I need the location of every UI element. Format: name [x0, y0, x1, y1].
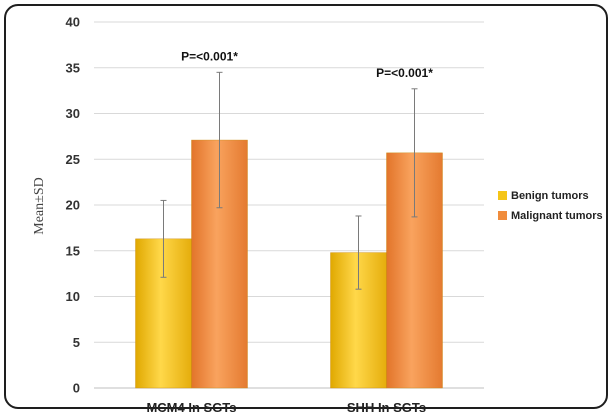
y-tick-label: 10 — [66, 289, 80, 304]
y-tick-label: 35 — [66, 60, 80, 75]
y-tick-label: 20 — [66, 198, 80, 213]
legend-swatch-malignant — [498, 211, 507, 220]
legend-label-benign: Benign tumors — [511, 190, 589, 202]
error-bars — [160, 71, 418, 290]
p-value-annotation: P=<0.001* — [376, 66, 433, 80]
legend: Benign tumors Malignant tumors — [498, 190, 603, 222]
y-tick-label: 25 — [66, 152, 80, 167]
legend-label-malignant: Malignant tumors — [511, 210, 603, 222]
annotations: P=<0.001* P=<0.001* — [181, 49, 433, 79]
y-tick-label: 0 — [73, 381, 80, 396]
y-axis-ticks: 0 5 10 15 20 25 30 35 40 — [66, 15, 80, 396]
p-value-annotation: P=<0.001* — [181, 49, 238, 63]
y-tick-label: 40 — [66, 15, 80, 30]
chart-frame — [4, 4, 608, 409]
y-tick-label: 15 — [66, 243, 80, 258]
y-axis-title: Mean±SD — [32, 177, 47, 234]
bars — [135, 139, 443, 389]
y-tick-label: 5 — [73, 335, 80, 350]
x-tick-label: SHH In SGTs — [347, 400, 426, 415]
legend-swatch-benign — [498, 191, 507, 200]
y-tick-label: 30 — [66, 106, 80, 121]
x-tick-label: MCM4 In SGTs — [146, 400, 236, 415]
x-axis-labels: MCM4 In SGTs SHH In SGTs — [146, 400, 426, 415]
